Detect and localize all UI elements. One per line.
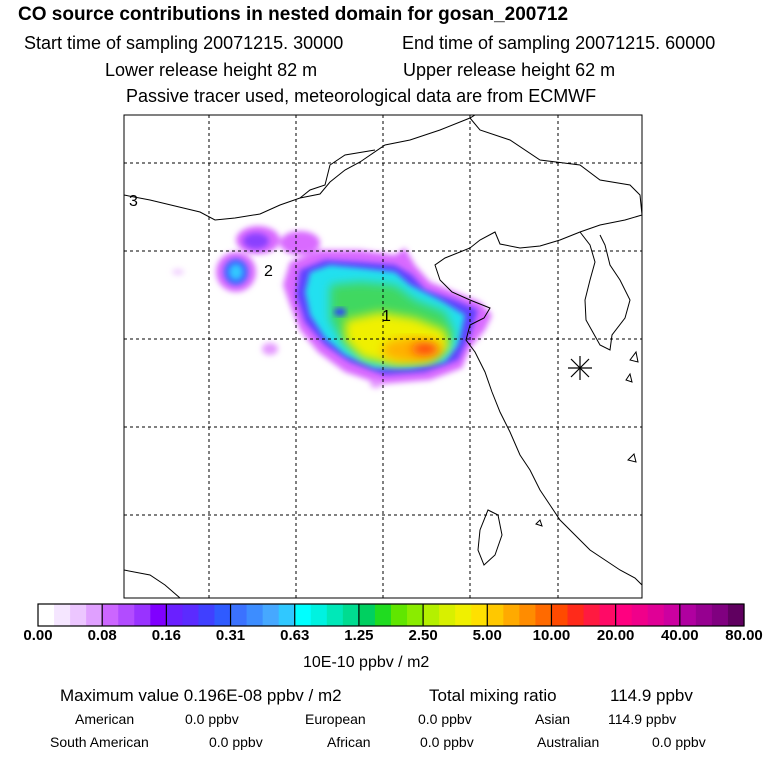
colorbar-cell bbox=[102, 604, 119, 626]
sampling-start: Start time of sampling 20071215. 30000 bbox=[24, 33, 344, 53]
colorbar-cell bbox=[535, 604, 553, 626]
colorbar-cell bbox=[294, 604, 312, 626]
map-label-1: 1 bbox=[382, 308, 391, 325]
colorbar-cell bbox=[647, 604, 665, 626]
african-value: 0.0 ppbv bbox=[420, 734, 474, 750]
african-label: African bbox=[327, 734, 371, 750]
colorbar-tick-label: 0.00 bbox=[23, 627, 53, 644]
colorbar-tick-label: 0.63 bbox=[280, 627, 310, 644]
colorbar-cell bbox=[599, 604, 617, 626]
receptor-star-icon bbox=[568, 356, 592, 380]
colorbar-cell bbox=[150, 604, 167, 626]
colorbar-cell bbox=[214, 604, 232, 626]
coastlines bbox=[124, 115, 642, 598]
colorbar-cell bbox=[567, 604, 585, 626]
colorbar-units: 10E-10 ppbv / m2 bbox=[303, 654, 430, 671]
european-label: European bbox=[305, 711, 366, 727]
american-value: 0.0 ppbv bbox=[185, 711, 239, 727]
total-mixing-ratio-label: Total mixing ratio bbox=[429, 686, 557, 705]
colorbar-cell bbox=[182, 604, 200, 626]
concentration-field bbox=[172, 226, 492, 388]
total-mixing-ratio-value: 114.9 ppbv bbox=[610, 686, 693, 705]
lower-release-height: Lower release height 82 m bbox=[105, 60, 318, 80]
colorbar-cell bbox=[358, 604, 376, 626]
colorbar-tick-label: 2.50 bbox=[408, 627, 438, 644]
colorbar-cell bbox=[487, 604, 504, 626]
colorbar-tick-label: 0.16 bbox=[151, 627, 181, 644]
colorbar-cell bbox=[326, 604, 344, 626]
map-label-2: 2 bbox=[264, 263, 273, 280]
colorbar-cell bbox=[455, 604, 472, 626]
tracer-note: Passive tracer used, meteorological data… bbox=[126, 86, 597, 106]
asian-label: Asian bbox=[535, 711, 571, 727]
australian-label: Australian bbox=[537, 734, 600, 750]
colorbar-tick-label: 10.00 bbox=[532, 627, 571, 644]
colorbar-cell bbox=[262, 604, 280, 626]
colorbar-cell bbox=[166, 604, 184, 626]
colorbar-cell bbox=[230, 604, 248, 626]
south-american-value: 0.0 ppbv bbox=[209, 734, 263, 750]
colorbar-cell bbox=[439, 604, 456, 626]
upper-release-height: Upper release height 62 m bbox=[403, 60, 616, 80]
map-frame bbox=[123, 114, 643, 599]
colorbar-cell bbox=[551, 604, 569, 626]
european-value: 0.0 ppbv bbox=[418, 711, 472, 727]
sampling-end: End time of sampling 20071215. 60000 bbox=[402, 33, 716, 53]
colorbar-cell bbox=[727, 604, 745, 626]
colorbar-cell bbox=[663, 604, 681, 626]
colorbar-tick-label: 80.00 bbox=[725, 627, 763, 644]
colorbar-cell bbox=[118, 604, 135, 626]
colorbar-cell bbox=[679, 604, 697, 626]
colorbar-cell bbox=[407, 604, 424, 626]
colorbar-tick-label: 1.25 bbox=[344, 627, 374, 644]
colorbar-cell bbox=[134, 604, 151, 626]
colorbar-cell bbox=[519, 604, 537, 626]
colorbar-cell bbox=[695, 604, 713, 626]
colorbar-cell bbox=[391, 604, 408, 626]
colorbar-cell bbox=[278, 604, 296, 626]
lat-lon-grid bbox=[124, 115, 642, 598]
colorbar-cell bbox=[310, 604, 328, 626]
colorbar-cell bbox=[54, 604, 71, 626]
colorbar-tick-label: 40.00 bbox=[661, 627, 699, 644]
colorbar-cell bbox=[615, 604, 633, 626]
colorbar-tick-label: 20.00 bbox=[596, 627, 635, 644]
colorbar-cell bbox=[246, 604, 264, 626]
colorbar-cell bbox=[423, 604, 440, 626]
colorbar-cell bbox=[631, 604, 649, 626]
colorbar-cell bbox=[342, 604, 360, 626]
colorbar-tick-label: 0.31 bbox=[215, 627, 246, 644]
colorbar-cell bbox=[374, 604, 392, 626]
colorbar-cell bbox=[583, 604, 601, 626]
colorbar-cell bbox=[38, 604, 55, 626]
maximum-value: Maximum value 0.196E-08 ppbv / m2 bbox=[60, 686, 342, 705]
colorbar-cell bbox=[70, 604, 87, 626]
colorbar-cell bbox=[471, 604, 488, 626]
colorbar-cell bbox=[503, 604, 520, 626]
australian-value: 0.0 ppbv bbox=[652, 734, 706, 750]
colorbar-cell bbox=[198, 604, 216, 626]
south-american-label: South American bbox=[50, 734, 149, 750]
american-label: American bbox=[75, 711, 135, 727]
colorbar-tick-label: 0.08 bbox=[87, 627, 117, 644]
map-label-3: 3 bbox=[129, 193, 138, 210]
asian-value: 114.9 ppbv bbox=[608, 711, 677, 727]
colorbar-cell bbox=[711, 604, 729, 626]
colorbar-cell bbox=[86, 604, 103, 626]
figure-title: CO source contributions in nested domain… bbox=[18, 4, 569, 25]
colorbar-tick-label: 5.00 bbox=[472, 627, 502, 644]
